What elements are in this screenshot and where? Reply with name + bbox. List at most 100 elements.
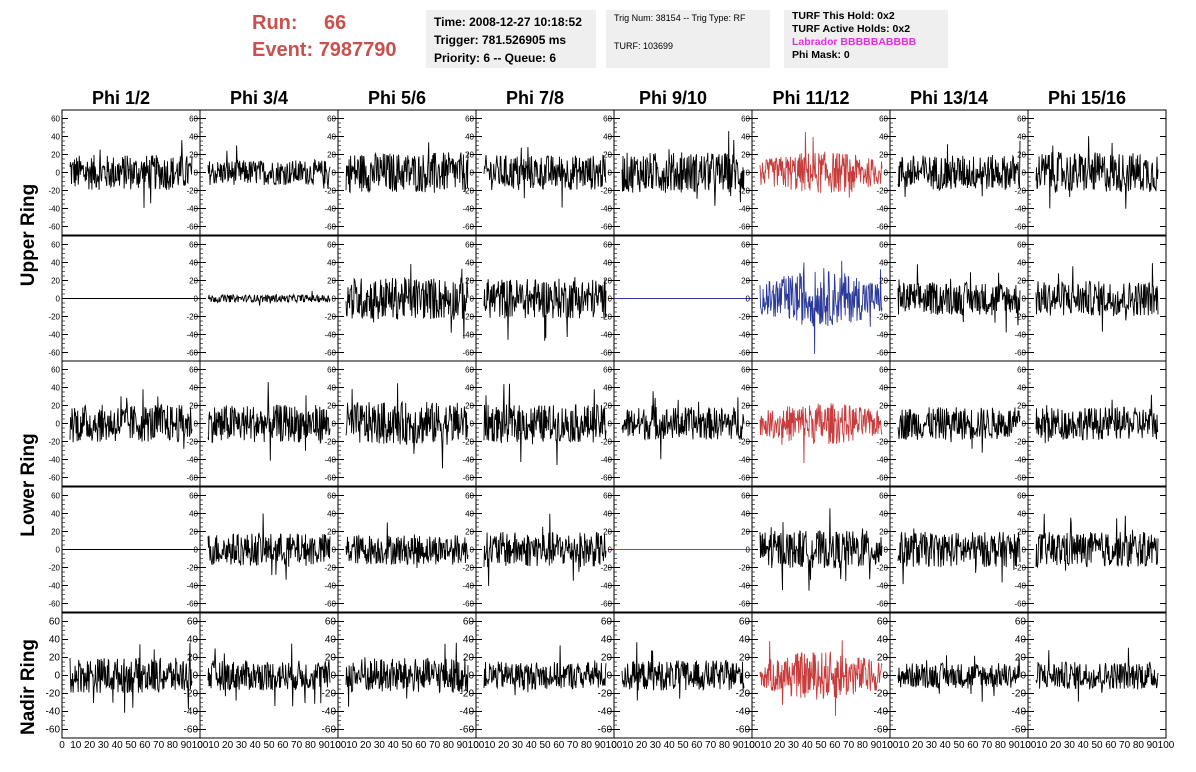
y-tick-label: 0: [608, 420, 613, 429]
x-tick-label: 60: [553, 740, 565, 751]
y-tick-label: 60: [603, 366, 612, 375]
turf-text: TURF: 103699: [614, 41, 674, 51]
x-tick-label: 90: [733, 740, 745, 751]
y-tick-label: 0: [744, 671, 750, 682]
y-tick-label: -20: [876, 438, 888, 447]
y-tick-label: 20: [1017, 151, 1026, 160]
waveform-panel: 60 40 20 0 -20 -40 -60: [600, 486, 753, 613]
x-tick-label: 10: [70, 740, 82, 751]
x-tick-label: 100: [468, 740, 485, 751]
y-tick-label: 20: [465, 277, 474, 286]
y-tick-label: 20: [325, 653, 337, 664]
y-tick-label: -40: [1014, 456, 1026, 465]
y-tick-label: -20: [186, 187, 198, 196]
y-tick-label: -60: [598, 725, 613, 736]
x-tick-label: 30: [788, 740, 800, 751]
x-tick-label: 100: [1158, 740, 1175, 751]
y-tick-label: -20: [462, 187, 474, 196]
y-tick-label: -40: [876, 456, 888, 465]
y-tick-label: 0: [884, 169, 889, 178]
x-tick-label: 10: [1036, 740, 1048, 751]
y-tick-label: -60: [876, 223, 888, 232]
y-tick-label: -60: [738, 349, 750, 358]
waveform-panel: 60 40 20 0 -20 -40 -60: [1014, 486, 1167, 613]
y-tick-label: 60: [189, 241, 198, 250]
waveform-panel: 60 40 20 0 -20 -40 -60: [324, 360, 477, 487]
y-tick-label: 0: [470, 420, 475, 429]
y-tick-label: -40: [600, 456, 612, 465]
x-tick-label: 100: [882, 740, 899, 751]
y-tick-label: -20: [48, 438, 60, 447]
y-tick-label: -60: [738, 600, 750, 609]
y-tick-label: 60: [187, 617, 199, 628]
y-tick-label: -60: [1014, 474, 1026, 483]
y-tick-label: -20: [876, 564, 888, 573]
y-tick-label: 20: [189, 528, 198, 537]
y-tick-label: 0: [1022, 546, 1027, 555]
y-tick-label: 40: [603, 510, 612, 519]
y-tick-label: 60: [601, 617, 613, 628]
waveform-panel: 60 40 20 0 -20 -40 -60: [738, 486, 891, 613]
y-tick-label: 0: [56, 546, 61, 555]
y-tick-label: 40: [463, 635, 475, 646]
x-tick-label: 80: [719, 740, 731, 751]
x-tick-label: 60: [967, 740, 979, 751]
waveform-panel: 60 40 20 0 -20 -40 -60: [186, 109, 339, 236]
y-tick-label: 40: [51, 133, 60, 142]
x-tick-label: 80: [581, 740, 593, 751]
y-tick-label: -20: [186, 313, 198, 322]
y-tick-label: -40: [600, 582, 612, 591]
y-tick-label: -20: [1014, 313, 1026, 322]
y-tick-label: 40: [603, 133, 612, 142]
waveform-panel: 60 40 20 0 -20 -40 -60: [598, 612, 753, 739]
y-tick-label: 0: [1022, 169, 1027, 178]
x-tick-label: 80: [995, 740, 1007, 751]
x-tick-label: 20: [84, 740, 96, 751]
x-tick-label: 90: [457, 740, 469, 751]
y-tick-label: 40: [51, 259, 60, 268]
y-tick-label: 60: [1017, 366, 1026, 375]
y-tick-label: 0: [746, 295, 751, 304]
y-tick-label: 40: [741, 510, 750, 519]
y-tick-label: 20: [739, 653, 751, 664]
y-tick-label: -40: [1014, 331, 1026, 340]
waveform-panel: 60 40 20 0 -20 -40 -60: [600, 235, 753, 362]
y-tick-label: 60: [49, 617, 61, 628]
y-tick-label: -20: [462, 564, 474, 573]
x-tick-label: 0: [197, 740, 203, 751]
y-tick-label: 40: [49, 635, 61, 646]
x-tick-label: 20: [774, 740, 786, 751]
y-tick-label: -60: [322, 725, 337, 736]
y-tick-label: -40: [186, 456, 198, 465]
x-tick-label: 90: [319, 740, 331, 751]
y-tick-label: 0: [746, 546, 751, 555]
waveform-panel: 60 40 20 0 -20 -40 -60: [736, 612, 891, 739]
phi-mask-text: Phi Mask: 0: [792, 49, 850, 61]
x-tick-label: 60: [415, 740, 427, 751]
y-tick-label: 40: [879, 510, 888, 519]
waveform-panel: 60 40 20 0 -20 -40 -60: [600, 360, 753, 487]
y-tick-label: 20: [327, 528, 336, 537]
y-tick-label: 20: [51, 277, 60, 286]
y-tick-label: -20: [876, 313, 888, 322]
turf-active-text: TURF Active Holds: 0x2: [792, 23, 911, 35]
y-tick-label: 40: [327, 384, 336, 393]
y-tick-label: -60: [876, 349, 888, 358]
y-tick-label: 60: [603, 115, 612, 124]
x-tick-label: 80: [167, 740, 179, 751]
y-tick-label: 60: [51, 241, 60, 250]
y-tick-label: -60: [1014, 600, 1026, 609]
y-tick-label: 40: [465, 384, 474, 393]
x-tick-label: 30: [1064, 740, 1076, 751]
waveform-panel: 60 40 20 0 -20 -40 -60: [738, 235, 891, 362]
y-tick-label: -60: [462, 223, 474, 232]
y-tick-label: -60: [600, 349, 612, 358]
y-tick-label: -40: [184, 707, 199, 718]
y-tick-label: 60: [1017, 115, 1026, 124]
y-tick-label: 40: [1015, 635, 1027, 646]
x-tick-label: 10: [208, 740, 220, 751]
x-tick-label: 20: [912, 740, 924, 751]
y-tick-label: 60: [879, 241, 888, 250]
y-tick-label: -40: [738, 205, 750, 214]
y-tick-label: 40: [603, 259, 612, 268]
